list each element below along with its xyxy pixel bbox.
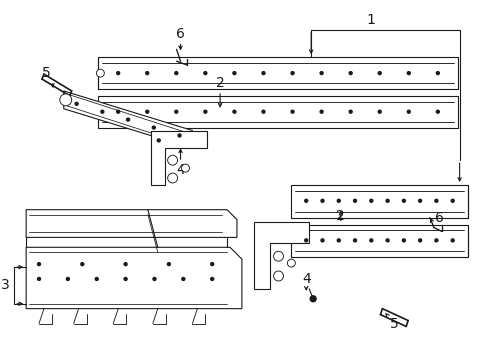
Circle shape	[262, 72, 265, 75]
Circle shape	[378, 110, 381, 113]
Circle shape	[437, 110, 440, 113]
Circle shape	[321, 239, 324, 242]
Circle shape	[337, 199, 340, 202]
Circle shape	[451, 239, 454, 242]
Circle shape	[291, 72, 294, 75]
Circle shape	[349, 72, 352, 75]
Circle shape	[418, 199, 421, 202]
Circle shape	[152, 126, 155, 129]
Circle shape	[305, 239, 308, 242]
Circle shape	[178, 134, 181, 137]
Circle shape	[168, 155, 177, 165]
Circle shape	[407, 72, 410, 75]
Circle shape	[354, 239, 357, 242]
Circle shape	[38, 263, 41, 266]
Circle shape	[370, 199, 373, 202]
Text: 4: 4	[176, 163, 185, 177]
Circle shape	[310, 296, 316, 302]
Polygon shape	[98, 57, 458, 89]
Circle shape	[146, 72, 149, 75]
Circle shape	[157, 139, 160, 142]
Circle shape	[402, 199, 405, 202]
Text: 6: 6	[176, 27, 185, 41]
Circle shape	[378, 72, 381, 75]
Circle shape	[273, 271, 283, 281]
Circle shape	[101, 110, 104, 113]
Polygon shape	[98, 96, 458, 127]
Circle shape	[153, 278, 156, 280]
Circle shape	[211, 278, 214, 280]
Circle shape	[168, 263, 171, 266]
Circle shape	[435, 199, 438, 202]
Circle shape	[386, 199, 389, 202]
Circle shape	[451, 199, 454, 202]
Circle shape	[320, 110, 323, 113]
Circle shape	[407, 110, 410, 113]
Circle shape	[175, 110, 178, 113]
Circle shape	[204, 110, 207, 113]
Polygon shape	[292, 185, 467, 217]
Circle shape	[437, 72, 440, 75]
Circle shape	[211, 263, 214, 266]
Polygon shape	[254, 221, 309, 289]
Circle shape	[117, 110, 120, 113]
Circle shape	[349, 110, 352, 113]
Circle shape	[305, 199, 308, 202]
Polygon shape	[26, 210, 237, 237]
Circle shape	[233, 110, 236, 113]
Text: 5: 5	[42, 66, 50, 80]
Circle shape	[66, 278, 70, 280]
Circle shape	[386, 239, 389, 242]
Circle shape	[95, 278, 98, 280]
Circle shape	[402, 239, 405, 242]
Circle shape	[418, 239, 421, 242]
Circle shape	[117, 72, 120, 75]
Circle shape	[435, 239, 438, 242]
Circle shape	[60, 94, 72, 106]
Text: 3: 3	[0, 278, 9, 292]
Text: 5: 5	[390, 316, 399, 330]
Circle shape	[321, 199, 324, 202]
Text: 2: 2	[337, 209, 345, 222]
Circle shape	[124, 278, 127, 280]
Circle shape	[262, 110, 265, 113]
Circle shape	[124, 263, 127, 266]
Text: 2: 2	[216, 76, 224, 90]
Polygon shape	[292, 225, 467, 257]
Polygon shape	[64, 91, 193, 148]
Circle shape	[97, 69, 104, 77]
Circle shape	[181, 164, 190, 172]
Circle shape	[370, 239, 373, 242]
Text: 4: 4	[302, 272, 311, 286]
Circle shape	[146, 110, 149, 113]
Text: 1: 1	[366, 13, 375, 27]
Circle shape	[320, 72, 323, 75]
Circle shape	[182, 278, 185, 280]
Polygon shape	[26, 247, 242, 309]
Circle shape	[273, 251, 283, 261]
Polygon shape	[151, 131, 207, 185]
Circle shape	[204, 72, 207, 75]
Circle shape	[291, 110, 294, 113]
Circle shape	[337, 239, 340, 242]
Circle shape	[175, 72, 178, 75]
Circle shape	[81, 263, 84, 266]
Circle shape	[126, 118, 129, 121]
Circle shape	[354, 199, 357, 202]
Circle shape	[38, 278, 41, 280]
Text: 6: 6	[436, 211, 444, 225]
Circle shape	[233, 72, 236, 75]
Circle shape	[75, 102, 78, 105]
Circle shape	[288, 259, 295, 267]
Circle shape	[168, 173, 177, 183]
